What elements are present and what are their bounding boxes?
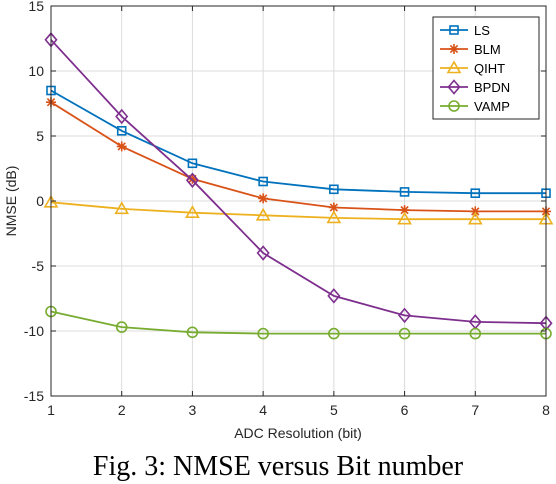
y-tick-label: -15 [24,388,44,404]
data-point-qiht [467,211,483,225]
x-tick-label: 7 [471,402,479,418]
x-tick-label: 1 [47,402,55,418]
data-point-blm [399,205,410,216]
data-point-qiht [255,207,271,221]
series-line-blm [50,101,546,213]
data-point-ls [399,187,410,197]
data-point-ls [470,188,481,198]
asterisk-strokes [258,193,269,204]
y-tick-label: -10 [24,323,44,339]
data-point-ls [116,126,127,136]
legend-marker-qiht [446,60,462,74]
series-line-bpdn [50,39,547,325]
data-point-blm [116,141,127,152]
y-axis-label: NMSE (dB) [3,166,19,237]
legend-item-vamp: VAMP [440,99,510,114]
series-bpdn [44,32,553,331]
legend-label-ls: LS [474,23,490,38]
data-point-qiht [397,211,412,225]
data-point-vamp [115,321,128,333]
asterisk-strokes [470,206,481,217]
x-tick-label: 2 [118,402,126,418]
series-layer [43,32,554,340]
y-tick-label: 10 [28,63,44,79]
data-point-qiht [185,205,200,218]
data-point-bpdn [398,307,412,324]
y-tick-label: -5 [32,258,45,274]
y-tick-label: 15 [28,0,44,14]
series-line-vamp [50,310,546,335]
data-point-vamp [257,327,269,340]
legend-label-blm: BLM [474,42,501,57]
legend-marker-vamp [448,100,460,112]
data-point-blm [187,173,198,184]
x-tick-label: 8 [542,402,550,418]
series-qiht [43,194,554,225]
asterisk-strokes [328,202,339,213]
data-point-qiht [114,201,130,215]
data-point-bpdn [185,172,199,188]
x-tick-label: 3 [189,402,197,418]
legend-marker-bpdn [447,79,461,95]
data-point-vamp [398,327,411,340]
legend-label-bpdn: BPDN [474,80,510,95]
legend-marker-ls [449,25,459,35]
legend-item-blm: BLM [440,42,501,57]
x-axis-label: ADC Resolution (bit) [234,425,362,441]
data-point-ls [187,158,198,169]
x-tick-label: 5 [330,402,338,418]
data-point-ls [329,184,339,195]
data-point-vamp [186,326,199,339]
data-point-blm [328,202,339,213]
legend: LS BLM QIHT BPDN VAMP [432,16,540,120]
legend-item-ls: LS [440,23,490,38]
asterisk-strokes [399,205,410,216]
x-tick-label: 6 [401,402,409,418]
legend-item-qiht: QIHT [440,60,505,76]
x-tick-label: 4 [259,402,267,418]
data-point-blm [470,206,481,217]
asterisk-strokes [187,173,198,184]
data-point-ls [258,176,268,187]
y-tick-label: 0 [36,193,44,209]
data-point-vamp [328,327,340,340]
data-point-blm [258,193,269,204]
legend-label-vamp: VAMP [474,99,510,114]
series-line-ls [50,89,546,195]
asterisk-strokes [449,44,459,54]
legend-label-qiht: QIHT [474,61,505,76]
data-point-vamp [469,327,482,340]
data-point-qiht [326,210,342,224]
y-tick-label: 5 [36,128,44,144]
series-line-qiht [50,201,546,221]
axis-ticks: 1 2 3 4 5 6 7 8 15 10 5 0 -5 -10 -15 [24,0,550,418]
legend-item-bpdn: BPDN [440,79,510,95]
data-point-bpdn [115,108,129,125]
legend-marker-blm [449,44,459,54]
asterisk-strokes [116,141,127,152]
data-point-bpdn [256,245,270,261]
figure-caption: Fig. 3: NMSE versus Bit number [92,451,464,482]
data-point-bpdn [327,288,341,304]
